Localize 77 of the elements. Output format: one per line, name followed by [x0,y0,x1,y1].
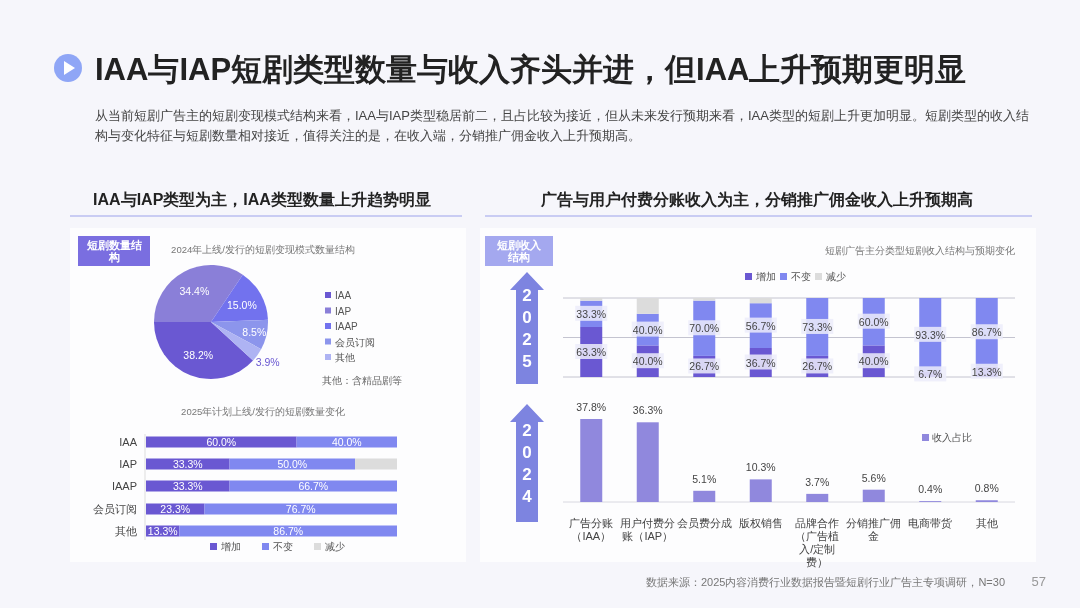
data-label: 60.0% [206,436,237,448]
source-note: 数据来源：2025内容消费行业数据报告暨短剧行业广告主专项调研，N=30 [645,576,1005,588]
data-label: 86.7% [273,525,304,537]
legend-label: 其他 [335,352,355,363]
text: IAA与IAP短剧类型数量与收入齐头并进，但IAA上升预期更明显 [95,52,967,87]
x-tick-label: 会员费分成 [676,517,733,530]
data-label: 13.3% [147,525,178,537]
legend-label: 会员订阅 [335,336,375,348]
data-label: 40.0% [632,355,663,368]
text: 其他：含精品剧等 [322,375,402,386]
data-label: 15.0% [226,298,257,311]
data-label: 40.0% [632,323,663,336]
text: 广告与用户付费分账收入为主，分销推广佣金收入上升预期高 [540,190,973,208]
data-label: 6.7% [918,368,943,381]
x-tick-label: 品牌合作（广告植入/定制费） [794,517,841,569]
chart-title: 2024年上线/发行的短剧变现模式数量结构 [171,244,355,255]
data-label: 23.3% [160,503,191,515]
legend-label: 减少 [826,271,846,282]
data-label: 33.3% [576,307,607,320]
chart-title: 2025年计划上线/发行的短剧数量变化 [181,406,345,417]
data-label: 26.7% [689,360,720,373]
legend-label: 增加 [755,271,776,282]
text: 2024 [522,421,533,506]
data-label: 93.3% [915,328,946,341]
x-tick-label: 分销推广佣金 [845,517,902,543]
data-label: 66.7% [298,480,329,492]
x-tick-label: 其他 [974,517,999,530]
y-tick-label: IAAP [111,480,137,492]
legend-label: IAP [335,305,352,317]
data-label: 0.4% [918,483,943,496]
text: IAA与IAP类型为主，IAA类型数量上升趋势明显 [93,190,431,208]
data-label: 33.3% [172,480,203,492]
text: 短剧收入结构 [496,239,542,263]
legend-label: IAAP [335,321,359,332]
text: 从当前短剧广告主的短剧变现模式结构来看，IAA与IAP类型稳居前二，且占比较为接近，但从未来发行预期来看，IAA类型的短剧上升更加明显。短剧类型的收入结构与变化特征与短剧数量相对接近，值得关注的是，在收入端，分销推广佣金收入上升预期高。 [95,107,1030,145]
y-tick-label: 会员订阅 [93,503,137,515]
data-label: 3.9% [255,356,280,369]
data-label: 40.0% [331,436,362,448]
data-label: 5.6% [861,471,886,484]
data-label: 0.8% [974,482,999,495]
data-label: 26.7% [802,360,833,373]
data-label: 40.0% [858,355,889,368]
y-tick-label: IAA [119,436,138,448]
data-label: 86.7% [971,326,1002,339]
y-tick-label: IAP [119,458,137,470]
data-label: 70.0% [689,322,720,335]
data-label: 60.0% [858,315,889,328]
text: 短剧数量结构 [86,239,142,263]
chart-title: 短剧广告主分类型短剧收入结构与预期变化 [825,245,1015,256]
data-label: 33.3% [172,458,203,470]
x-tick-label: 用户付费分账（IAP） [619,517,676,543]
data-label: 13.3% [971,365,1002,378]
data-label: 3.7% [805,475,830,488]
data-label: 56.7% [745,319,776,332]
data-label: 10.3% [745,461,776,474]
data-label: 36.7% [745,356,776,369]
data-label: 76.7% [285,503,316,515]
legend-label: 收入占比 [932,432,972,443]
data-label: 36.3% [632,404,663,417]
x-tick-label: 版权销售 [737,517,784,530]
legend-label: 增加 [220,541,241,552]
x-tick-label: 广告分账（IAA） [568,517,615,543]
legend-label: 不变 [791,271,811,282]
data-label: 63.3% [576,346,607,358]
data-label: 37.8% [576,401,607,413]
data-label: 38.2% [183,348,214,361]
legend-label: 减少 [325,541,345,552]
data-label: 8.5% [242,326,267,339]
data-label: 73.3% [802,320,833,333]
x-tick-label: 电商带货 [907,517,954,530]
data-label: 50.0% [277,458,308,470]
legend-label: 不变 [273,541,293,552]
legend-label: IAA [335,290,352,301]
data-label: 34.4% [179,284,210,297]
data-label: 5.1% [692,472,717,485]
text: 2025 [522,286,532,371]
text: 57 [1031,574,1046,589]
